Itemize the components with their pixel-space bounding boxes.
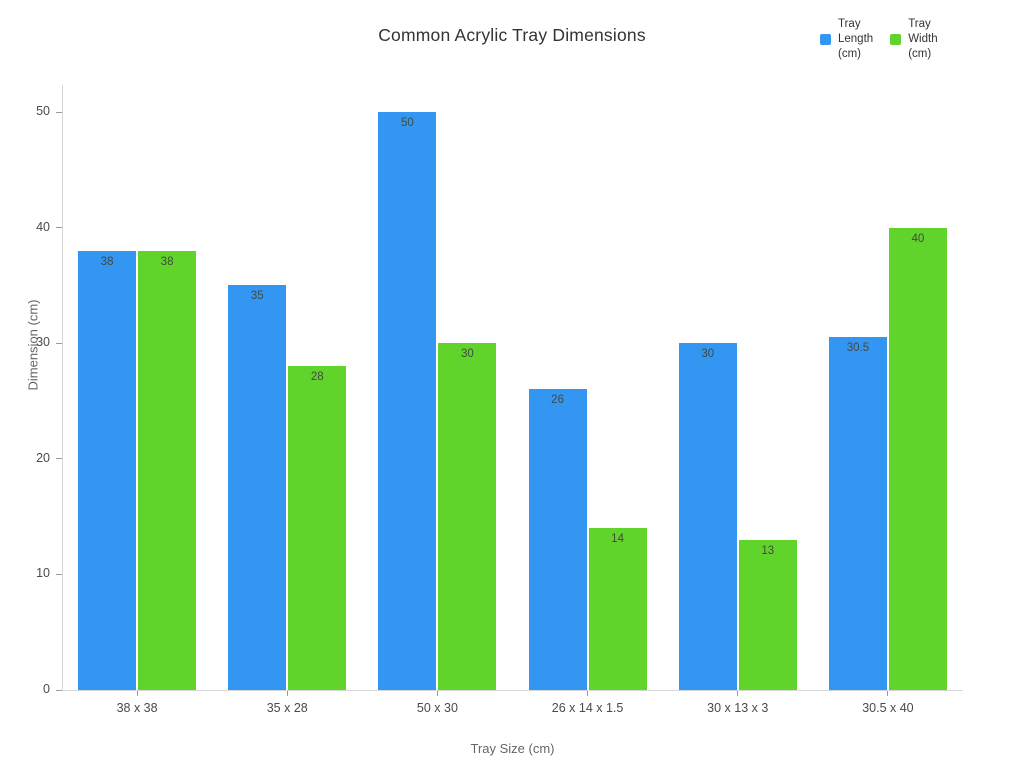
legend-label-line: (cm) xyxy=(838,48,861,60)
bar-value-label: 38 xyxy=(100,255,114,268)
x-tick-label: 26 x 14 x 1.5 xyxy=(551,701,624,715)
y-tick-mark xyxy=(56,573,62,575)
x-tick-label: 38 x 38 xyxy=(116,701,158,715)
x-tick-label: 35 x 28 xyxy=(266,701,308,715)
bar-value-label: 28 xyxy=(310,371,324,384)
y-tick-mark xyxy=(56,458,62,460)
legend-label-line: Tray xyxy=(838,18,861,30)
width-bar xyxy=(138,250,197,690)
legend-swatch-icon xyxy=(820,34,831,45)
y-tick-label: 30 xyxy=(36,335,50,350)
x-tick-mark xyxy=(436,691,438,696)
bar-value-label: 14 xyxy=(611,533,624,546)
bar-value-label: 38 xyxy=(160,255,174,268)
bar-value-label: 26 xyxy=(551,394,564,407)
y-tick-mark xyxy=(56,689,62,691)
width-bar xyxy=(888,227,947,690)
x-tick-mark xyxy=(887,691,889,696)
length-bar xyxy=(828,337,887,690)
length-bar xyxy=(78,250,137,690)
y-tick-mark xyxy=(56,227,62,229)
legend: Tray Length (cm) Tray Width (cm) xyxy=(820,17,938,62)
x-axis-title: Tray Size (cm) xyxy=(470,741,555,756)
length-bar xyxy=(678,343,737,690)
legend-item: Tray Length (cm) xyxy=(820,17,873,62)
x-tick-mark xyxy=(286,691,288,696)
x-tick-mark xyxy=(587,691,589,696)
y-axis-line xyxy=(62,85,63,690)
x-tick-mark xyxy=(136,691,138,696)
x-tick-label: 30 x 13 x 3 xyxy=(707,701,769,715)
legend-label-line: Length xyxy=(838,33,874,45)
x-axis-line xyxy=(62,690,963,691)
chart-title: Common Acrylic Tray Dimensions xyxy=(378,25,646,45)
y-tick-label: 0 xyxy=(43,682,50,696)
length-bar xyxy=(228,285,287,690)
length-bar xyxy=(528,389,587,690)
y-tick-label: 40 xyxy=(36,219,50,234)
y-tick-mark xyxy=(56,342,62,344)
bar-value-label: 30.5 xyxy=(846,342,870,355)
y-tick-label: 10 xyxy=(36,566,50,581)
y-tick-label: 20 xyxy=(36,450,50,465)
width-bar xyxy=(288,366,347,690)
y-tick-mark xyxy=(56,111,62,113)
x-tick-label: 30.5 x 40 xyxy=(862,701,914,715)
bar-value-label: 40 xyxy=(911,232,925,245)
bar-value-label: 30 xyxy=(701,348,715,361)
legend-label-line: Tray xyxy=(908,18,931,30)
width-bar xyxy=(588,528,647,690)
width-bar xyxy=(438,343,497,690)
width-bar xyxy=(738,539,797,690)
bar-value-label: 35 xyxy=(250,290,264,303)
legend-item: Tray Width (cm) xyxy=(890,17,938,62)
length-bar xyxy=(378,112,437,690)
legend-label: Tray Length (cm) xyxy=(838,17,873,62)
legend-label-line: (cm) xyxy=(908,48,932,60)
legend-label-line: Width xyxy=(908,33,938,45)
x-tick-label: 50 x 30 xyxy=(416,701,458,715)
y-tick-label: 50 xyxy=(36,104,50,118)
legend-label: Tray Width (cm) xyxy=(908,17,937,62)
bar-value-label: 50 xyxy=(401,117,414,129)
legend-swatch-icon xyxy=(890,34,902,45)
x-tick-mark xyxy=(737,691,739,696)
bar-value-label: 30 xyxy=(461,348,474,361)
bar-value-label: 13 xyxy=(761,544,775,557)
